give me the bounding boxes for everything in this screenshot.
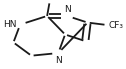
Text: CF₃: CF₃ (109, 21, 124, 30)
Text: N: N (64, 5, 71, 14)
Text: HN: HN (3, 20, 17, 29)
Text: N: N (55, 56, 62, 65)
